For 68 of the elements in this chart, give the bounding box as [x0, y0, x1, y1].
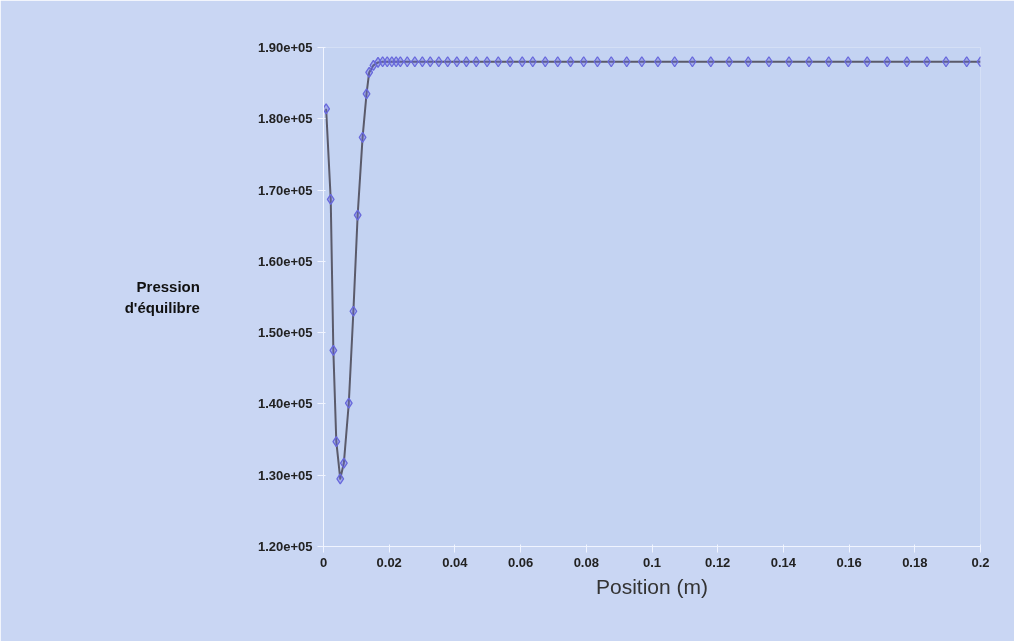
point	[553, 56, 562, 68]
point	[434, 56, 443, 68]
y-axis-title: Pression d'équilibre	[124, 278, 200, 316]
x-tick-label: 0.1	[642, 554, 662, 570]
point	[528, 56, 537, 68]
x-tick-label: 0.02	[376, 554, 402, 570]
point	[962, 56, 971, 68]
point	[541, 56, 550, 68]
x-tick-label: 0.16	[836, 554, 862, 570]
x-tick-label: 0.14	[770, 554, 797, 570]
x-tick-label: 0.18	[902, 554, 928, 570]
point	[622, 56, 631, 68]
point	[443, 56, 452, 68]
point	[332, 436, 341, 448]
point	[336, 473, 345, 485]
x-tick-label: 0.06	[507, 554, 534, 570]
x-tick-label: 0.04	[442, 554, 469, 570]
y-tick-label: 1.60e+05	[257, 253, 313, 269]
point	[396, 56, 405, 68]
point	[518, 56, 527, 68]
point	[863, 56, 872, 68]
point	[403, 56, 412, 68]
point	[593, 56, 602, 68]
point	[566, 56, 575, 68]
point	[418, 56, 427, 68]
y-tick-label: 1.70e+05	[257, 182, 313, 198]
x-tick-label: 0.2	[971, 554, 990, 570]
x-tick-label: 0.12	[705, 554, 731, 570]
point	[483, 56, 492, 68]
point	[339, 457, 348, 469]
y-tick-label: 1.30e+05	[257, 467, 313, 483]
y-tick-label: 1.80e+05	[257, 111, 313, 127]
x-tick-label: 0	[319, 554, 328, 570]
point	[426, 56, 435, 68]
point	[688, 56, 697, 68]
y-tick-label: 1.90e+05	[257, 40, 313, 55]
point	[706, 56, 715, 68]
point	[637, 56, 646, 68]
point	[326, 193, 335, 205]
point	[506, 56, 515, 68]
point	[764, 56, 773, 68]
point	[353, 209, 362, 221]
point	[410, 56, 419, 68]
point	[472, 56, 481, 68]
point	[494, 56, 503, 68]
point	[344, 397, 353, 409]
point	[607, 56, 616, 68]
x-axis-title: Position (m)	[595, 574, 709, 598]
point	[744, 56, 753, 68]
y-tick-label: 1.50e+05	[257, 325, 313, 341]
point	[844, 56, 853, 68]
y-tick-label: 1.40e+05	[257, 396, 313, 412]
point	[358, 131, 367, 143]
point	[902, 56, 911, 68]
point	[805, 56, 814, 68]
point	[579, 56, 588, 68]
point	[362, 88, 371, 100]
y-tick-label: 1.20e+05	[257, 539, 313, 554]
point	[824, 56, 833, 68]
point	[922, 56, 931, 68]
point	[452, 56, 461, 68]
point	[670, 56, 679, 68]
point	[462, 56, 471, 68]
point	[653, 56, 662, 68]
x-tick-label: 0.08	[573, 554, 599, 570]
point	[725, 56, 734, 68]
point	[883, 56, 892, 68]
point	[349, 305, 358, 317]
